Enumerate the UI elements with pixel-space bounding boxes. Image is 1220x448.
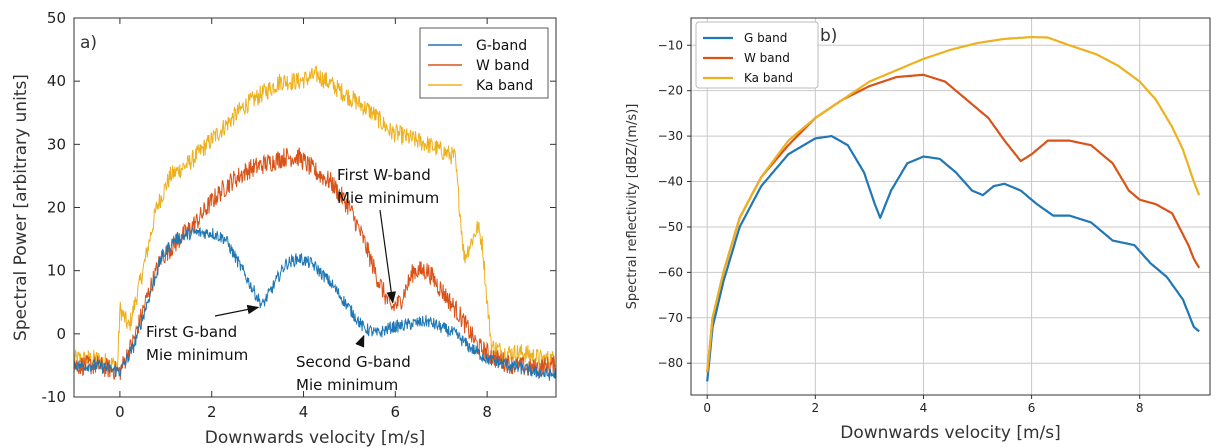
plot-frame: [690, 17, 1211, 396]
panel-a: 0 2 4 6 8 -10 0 10 20 30 40 50 Downwards velocity [m…: [11, 9, 557, 448]
x-tick-label: 0: [115, 403, 125, 421]
x-tick-label: 6: [1028, 401, 1036, 415]
annotation-text: First G-band: [146, 323, 237, 341]
series-line-w-band: [73, 147, 557, 380]
annotation-text: Mie minimum: [337, 189, 439, 207]
x-tick-label: 4: [299, 403, 309, 421]
annotation-text: First W-band: [337, 166, 431, 184]
y-tick-label: −20: [658, 84, 683, 98]
annotation-text: Second G-band: [296, 353, 411, 371]
y-axis-label: Spectral Power [arbitrary units]: [11, 74, 31, 341]
y-tick-label: −50: [658, 220, 683, 234]
y-tick-label: −60: [658, 265, 683, 279]
y-tick-label: 30: [47, 135, 66, 153]
annotation-arrow: [214, 304, 260, 317]
legend-label: Ka band: [476, 78, 533, 94]
annotation: Second G-band Mie minimum: [296, 334, 411, 394]
y-tick-label: 50: [47, 9, 66, 27]
x-tick-label: 6: [391, 403, 401, 421]
y-tick-label: −40: [658, 175, 683, 189]
series-line-g-band: [73, 226, 557, 381]
annotation-text: Mie minimum: [296, 376, 398, 394]
legend-label: G-band: [476, 38, 527, 54]
annotation: First G-band Mie minimum: [146, 304, 260, 364]
legend-box: [419, 27, 549, 99]
x-tick-label: 8: [482, 403, 492, 421]
y-axis-label: Spectral reflectivity [dBZ/(m/s)]: [625, 104, 640, 310]
panel-label: a): [80, 33, 97, 53]
x-tick-label: 2: [812, 401, 820, 415]
legend-label: Ka band: [744, 71, 793, 85]
annotation-arrow: [355, 334, 365, 348]
y-tick-label: 20: [47, 199, 66, 217]
panel-b: 0 2 4 6 8 −10 −20 −30 −40 −50 −60 −70 −80 Downwards v…: [625, 17, 1211, 443]
y-tick-label: −70: [658, 311, 683, 325]
annotation-text: Mie minimum: [146, 346, 248, 364]
legend: G-band W band Ka band: [419, 27, 549, 99]
annotation-arrow: [379, 209, 397, 304]
x-tick-label: 4: [920, 401, 928, 415]
y-tick-label: −10: [658, 38, 683, 52]
x-tick-label: 8: [1136, 401, 1144, 415]
series-line-g-band: [706, 135, 1200, 382]
x-axis-label: Downwards velocity [m/s]: [840, 423, 1061, 443]
series-line-ka-band: [706, 36, 1201, 373]
x-tick-label: 2: [207, 403, 217, 421]
x-axis-label: Downwards velocity [m/s]: [205, 428, 426, 448]
legend: G band W band Ka band: [695, 21, 819, 89]
y-tick-label: 0: [56, 325, 66, 343]
series-line-w-band: [706, 73, 1201, 373]
legend-label: W band: [744, 51, 790, 65]
panel-label: b): [820, 26, 837, 46]
x-tick-label: 0: [703, 401, 711, 415]
y-tick-label: 40: [47, 72, 66, 90]
y-tick-label: −80: [658, 356, 683, 370]
y-tick-label: 10: [47, 262, 66, 280]
annotation: First W-band Mie minimum: [337, 166, 439, 304]
y-tick-label: -10: [42, 388, 67, 406]
series-line-ka-band: [73, 65, 556, 374]
legend-label: W band: [476, 58, 530, 74]
legend-label: G band: [744, 31, 787, 45]
y-tick-label: −30: [658, 129, 683, 143]
